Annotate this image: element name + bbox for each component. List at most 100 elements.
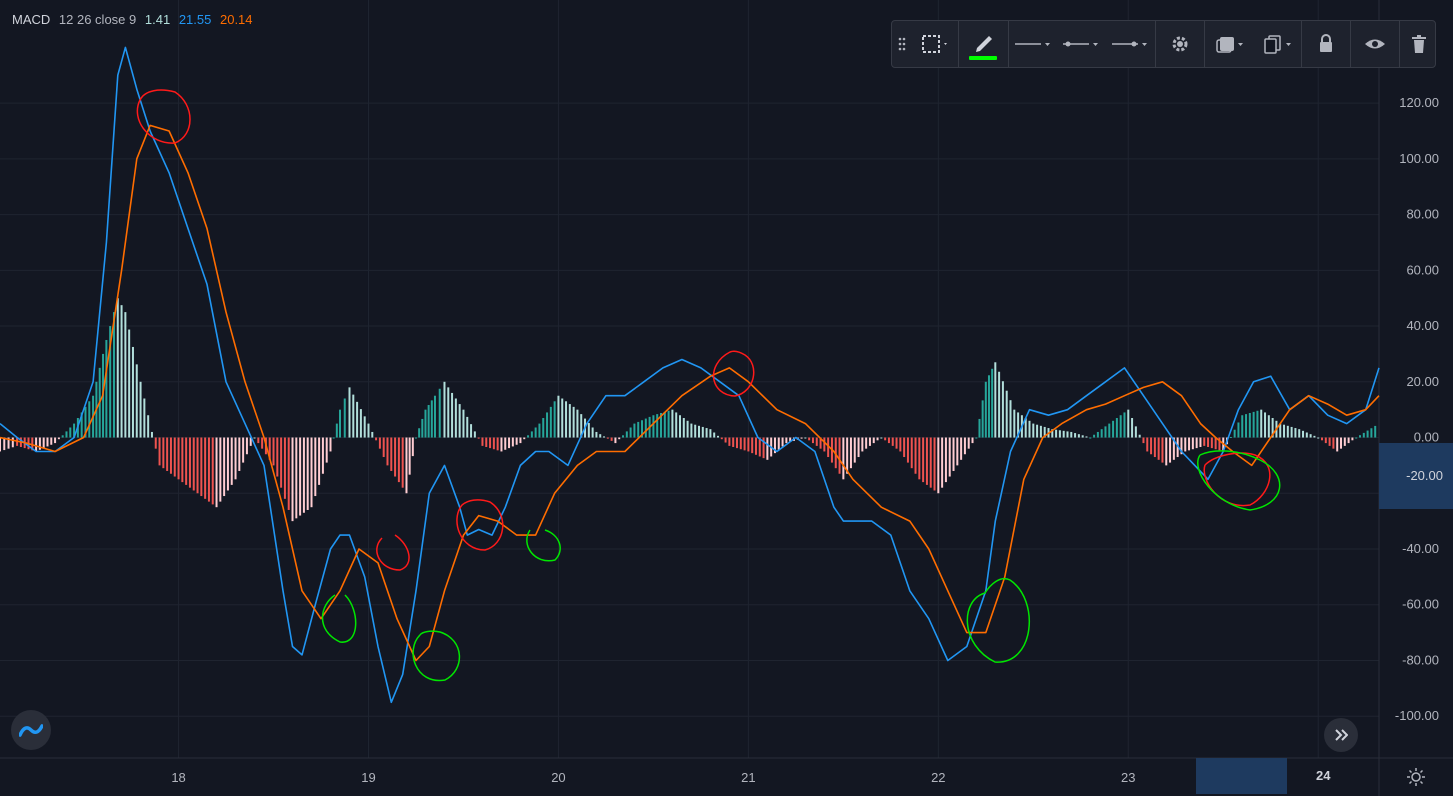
annotation-green-circle <box>412 630 461 682</box>
histogram-bar <box>352 394 355 438</box>
histogram-bar <box>356 401 359 438</box>
histogram-value: 1.41 <box>144 12 171 27</box>
histogram-bar <box>587 423 590 438</box>
histogram-bar <box>811 437 814 444</box>
histogram-bar <box>530 431 533 438</box>
histogram-bar <box>447 387 450 438</box>
histogram-bar <box>1077 434 1080 438</box>
histogram-bar <box>508 437 511 449</box>
histogram-bar <box>234 437 237 480</box>
histogram-bar <box>906 437 909 463</box>
histogram-bar <box>1362 432 1365 438</box>
axis-settings-button[interactable] <box>1405 766 1427 788</box>
histogram-bar <box>948 437 951 477</box>
histogram-bar <box>0 437 1 452</box>
histogram-bar <box>576 409 579 438</box>
gear-icon[interactable] <box>1156 21 1204 67</box>
drawing-toolbar <box>891 20 1436 68</box>
scroll-to-realtime-button[interactable] <box>1324 718 1358 752</box>
histogram-bar <box>667 410 670 438</box>
histogram-bar <box>565 401 568 438</box>
histogram-bar <box>872 437 875 444</box>
histogram-bar <box>1131 418 1134 438</box>
histogram-bar <box>272 437 275 466</box>
histogram-bar <box>1245 414 1248 438</box>
tradingview-logo-button[interactable] <box>11 710 51 750</box>
histogram-bar <box>952 437 955 471</box>
histogram-bar <box>438 388 441 438</box>
histogram-bar <box>1024 418 1027 438</box>
histogram-bar <box>166 437 169 471</box>
histogram-bar <box>295 437 298 519</box>
histogram-bar <box>382 437 385 458</box>
histogram-bar <box>257 437 260 444</box>
x-tick-label: 19 <box>361 770 375 785</box>
histogram-bar <box>1165 437 1168 466</box>
drag-handle-icon[interactable] <box>892 21 912 67</box>
histogram-bar <box>515 437 518 445</box>
line-width-icon[interactable] <box>1057 21 1105 67</box>
pen-icon[interactable] <box>959 21 1007 67</box>
histogram-bar <box>557 395 560 438</box>
histogram-bar <box>599 434 602 438</box>
histogram-bar <box>762 437 765 459</box>
trash-icon[interactable] <box>1400 21 1437 67</box>
histogram-bar <box>1313 435 1316 438</box>
y-tick-label: 60.00 <box>1406 262 1439 277</box>
histogram-bar <box>1070 431 1073 438</box>
histogram-bar <box>758 437 761 457</box>
histogram-bar <box>724 437 727 443</box>
histogram-bar <box>1081 435 1084 438</box>
histogram-bar <box>1233 429 1236 438</box>
x-tick-label: 23 <box>1121 770 1135 785</box>
histogram-bar <box>496 437 499 451</box>
histogram-bar <box>378 437 381 449</box>
histogram-bar <box>857 437 860 458</box>
fill-icon[interactable] <box>1205 21 1253 67</box>
histogram-bar <box>868 437 871 446</box>
histogram-bar <box>789 437 792 442</box>
histogram-bar <box>823 437 826 452</box>
histogram-bar <box>1214 437 1217 450</box>
histogram-bar <box>325 437 328 463</box>
select-area-icon[interactable] <box>912 21 957 67</box>
histogram-bar <box>880 437 883 439</box>
histogram-bar <box>1100 429 1103 438</box>
histogram-bar <box>462 409 465 438</box>
line-end-icon[interactable] <box>1105 21 1155 67</box>
y-tick-label: -100.00 <box>1395 708 1439 723</box>
histogram-bar <box>929 437 932 488</box>
histogram-bar <box>899 437 902 452</box>
histogram-bar <box>743 437 746 451</box>
histogram-bar <box>329 437 332 452</box>
histogram-bar <box>625 431 628 438</box>
indicator-legend[interactable]: MACD 12 26 close 9 1.41 21.55 20.14 <box>12 12 258 27</box>
histogram-bar <box>1108 423 1111 438</box>
histogram-bar <box>1321 437 1324 441</box>
histogram-bar <box>112 312 115 438</box>
histogram-bar <box>88 401 91 438</box>
histogram-bar <box>656 414 659 438</box>
histogram-bar <box>1347 437 1350 444</box>
histogram-bar <box>1317 437 1320 439</box>
histogram-bar <box>405 437 408 494</box>
histogram-bar <box>42 437 45 449</box>
histogram-bar <box>519 437 522 444</box>
histogram-bar <box>249 437 252 446</box>
histogram-bar <box>1017 412 1020 438</box>
lock-icon[interactable] <box>1302 21 1350 67</box>
tradingview-logo-icon <box>19 724 43 737</box>
line-style-icon[interactable] <box>1009 21 1057 67</box>
clone-icon[interactable] <box>1253 21 1301 67</box>
histogram-bar <box>891 437 894 446</box>
histogram-bar <box>1134 426 1137 438</box>
histogram-bar <box>200 437 203 497</box>
histogram-bar <box>105 339 108 438</box>
histogram-bar <box>660 412 663 438</box>
eye-icon[interactable] <box>1351 21 1399 67</box>
histogram-bar <box>1043 426 1046 438</box>
histogram-bar <box>504 437 507 450</box>
histogram-bar <box>984 381 987 438</box>
histogram-bar <box>865 437 868 449</box>
